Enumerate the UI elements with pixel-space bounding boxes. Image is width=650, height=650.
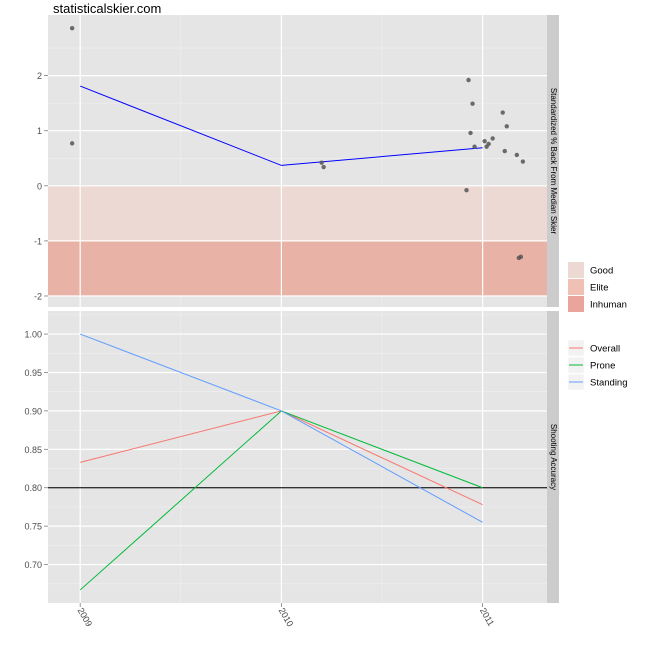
panel-bottom: 0.70 0.75 0.80 0.85 0.90 0.95 1.00 Shooting Acc… — [24, 311, 559, 603]
x-tick-label: 2011 — [478, 606, 496, 628]
x-tick-label: 2010 — [277, 606, 296, 628]
band-good — [48, 185, 547, 241]
data-point — [486, 141, 491, 147]
facet-strip-label: Standardized % Back From Median Skier — [549, 88, 558, 235]
y-tick-label: 0.80 — [24, 483, 42, 493]
series-line — [80, 85, 483, 166]
facet-strip — [547, 15, 559, 307]
legend-key-swatch — [568, 296, 584, 312]
series-line-standing — [80, 333, 483, 523]
y-tick-label: -1 — [34, 236, 42, 246]
legend-key-swatch — [568, 262, 584, 278]
data-point — [514, 152, 520, 158]
data-point — [69, 141, 75, 146]
y-tick-label: -2 — [34, 291, 42, 301]
facet-strip — [547, 311, 559, 603]
x-axis: 2009 2010 2011 — [75, 603, 496, 628]
data-point — [470, 101, 475, 106]
x-tick-label: 2009 — [75, 606, 94, 628]
legend-label: Prone — [590, 361, 615, 372]
y-tick-label: 0.75 — [24, 522, 42, 532]
legend-label: Good — [590, 266, 613, 277]
data-point — [319, 160, 324, 165]
y-tick-label: 0.90 — [24, 406, 42, 416]
y-tick-label: 0.95 — [24, 368, 42, 378]
plot-background — [48, 311, 547, 603]
y-tick-label: 0.70 — [24, 560, 42, 570]
data-point — [466, 77, 471, 83]
legend-label: Elite — [590, 283, 608, 294]
legend-bands: Good Elite Inhuman — [567, 261, 627, 313]
legend-label: Overall — [590, 344, 620, 355]
data-point — [504, 124, 509, 129]
data-point — [468, 130, 473, 136]
data-point — [464, 188, 469, 193]
legend-key-swatch — [568, 279, 584, 295]
facet-strip-label: Shooting Accuracy — [549, 424, 558, 490]
y-tick-label: 0 — [37, 181, 42, 191]
panel-top: -2 -1 0 1 2 Standardized % Back From Median S… — [34, 15, 559, 307]
y-tick-label: 2 — [37, 71, 42, 81]
legend-series: Overall Prone Standing — [567, 339, 628, 391]
data-point — [502, 148, 507, 154]
y-tick-label: 1 — [37, 126, 42, 136]
data-point — [518, 254, 524, 260]
y-tick-label: 1.00 — [24, 330, 42, 340]
data-point — [472, 144, 477, 149]
y-tick-label: 0.85 — [24, 445, 42, 455]
data-point — [69, 26, 75, 31]
legend-label: Standing — [590, 378, 628, 389]
legend-label: Inhuman — [590, 300, 627, 311]
data-point — [482, 138, 487, 144]
data-point — [490, 136, 495, 141]
watermark: statisticalskier.com — [53, 1, 162, 16]
data-point — [520, 159, 526, 164]
data-point — [500, 110, 505, 115]
data-point — [321, 164, 326, 170]
band-elite — [48, 240, 547, 296]
